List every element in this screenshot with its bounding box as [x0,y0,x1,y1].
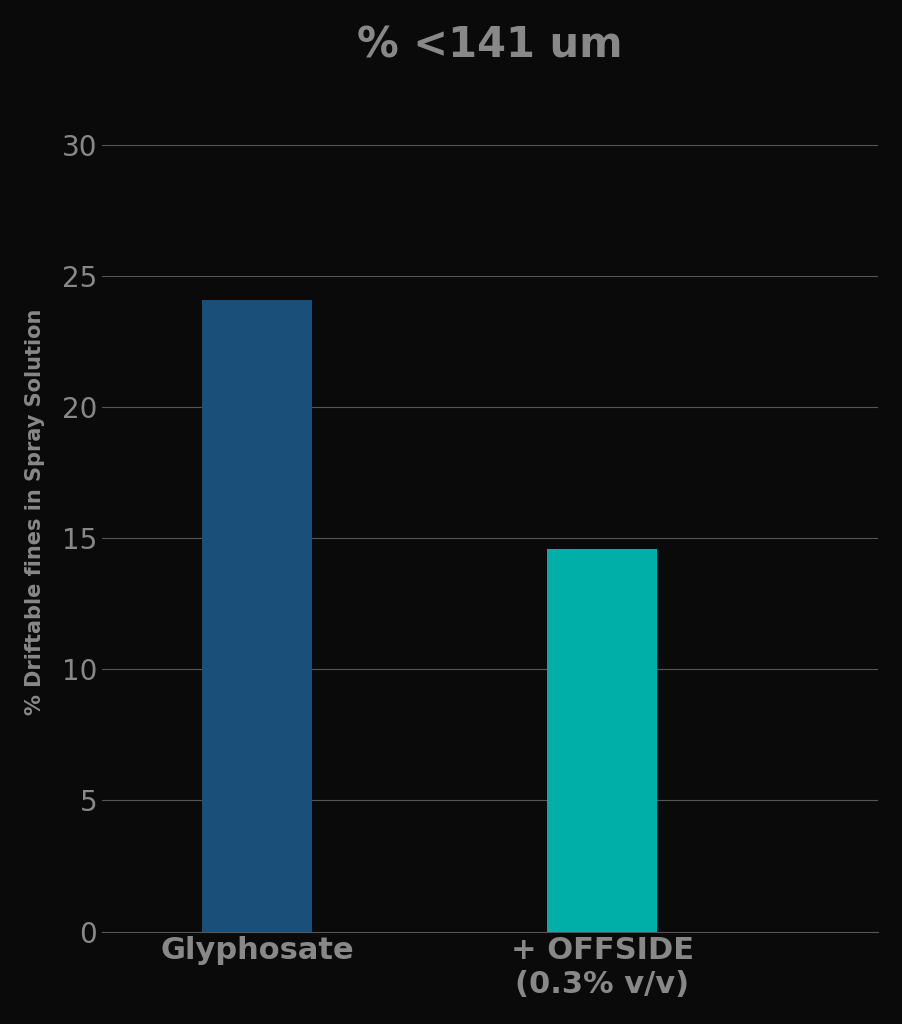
Bar [547,549,657,932]
Bar [202,300,312,932]
Y-axis label: % Driftable fines in Spray Solution: % Driftable fines in Spray Solution [25,309,45,716]
Title: % <141 um: % <141 um [357,25,622,67]
